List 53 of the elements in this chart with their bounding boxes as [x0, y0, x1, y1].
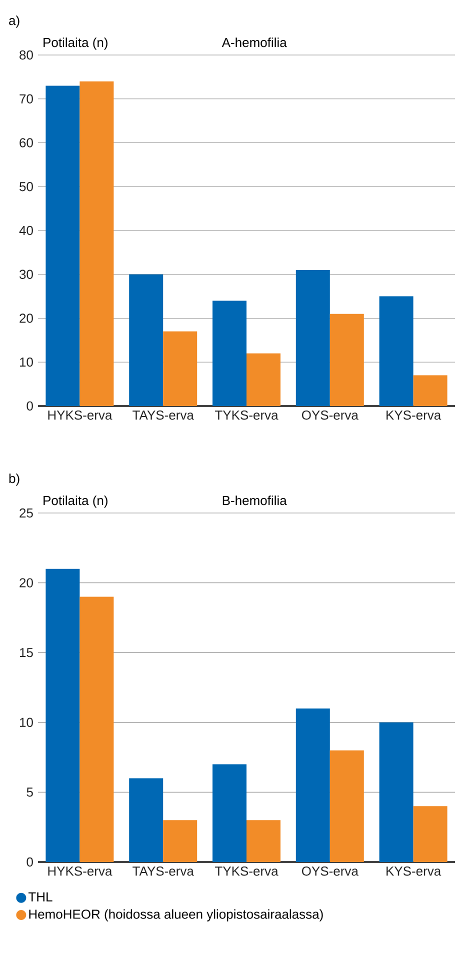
x-tick-label: TAYS-erva — [132, 866, 194, 876]
y-tick-label: 0 — [26, 401, 33, 411]
y-tick-label: 80 — [20, 50, 33, 60]
bar — [80, 596, 114, 862]
bar — [129, 778, 164, 862]
y-tick-label: 5 — [26, 788, 33, 797]
bar — [413, 806, 448, 862]
y-tick-label: 10 — [20, 358, 33, 367]
x-tick-label: OYS-erva — [302, 410, 358, 420]
y-tick-label: 60 — [20, 138, 33, 148]
y-tick-label: 30 — [20, 270, 33, 279]
bar — [379, 722, 414, 862]
text: b) — [9, 474, 20, 486]
x-tick-label: KYS-erva — [386, 866, 442, 876]
bar — [330, 750, 364, 862]
y-tick-label: 50 — [20, 182, 33, 192]
x-tick-label: KYS-erva — [386, 410, 442, 420]
bar — [46, 568, 80, 862]
y-axis-title: Potilaita (n) — [44, 496, 108, 508]
bar — [212, 764, 246, 862]
y-tick-label: 40 — [19, 226, 33, 236]
bar — [296, 270, 330, 406]
legend-label: HemoHEOR (hoidossa alueen yliopistosairaalassa) — [29, 909, 323, 922]
legend-label: THL — [28, 892, 52, 902]
bar — [129, 274, 164, 406]
y-tick-label: 10 — [20, 718, 33, 727]
x-tick-label: HYKS-erva — [48, 410, 112, 420]
chart-title: B-hemofilia — [222, 496, 287, 506]
bar — [246, 353, 280, 406]
bar — [246, 820, 280, 862]
x-tick-label: TYKS-erva — [215, 410, 278, 420]
x-tick-label: TYKS-erva — [215, 866, 278, 876]
bar — [330, 314, 364, 406]
bar — [46, 86, 80, 406]
bar — [163, 331, 198, 406]
bar — [80, 81, 114, 406]
y-axis-title: Potilaita (n) — [44, 38, 108, 50]
bar — [163, 820, 198, 862]
y-tick-label: 70 — [20, 94, 33, 104]
x-tick-label: TAYS-erva — [132, 410, 194, 420]
x-tick-label: HYKS-erva — [48, 866, 112, 876]
y-tick-label: 20 — [20, 314, 33, 323]
y-tick-label: 0 — [26, 857, 33, 867]
x-tick-label: OYS-erva — [302, 866, 358, 876]
bar — [413, 375, 448, 406]
bar — [379, 296, 414, 406]
y-tick-label: 15 — [20, 648, 33, 658]
bar — [212, 300, 246, 406]
bar — [296, 708, 330, 862]
text: a) — [9, 16, 20, 28]
y-tick-label: 20 — [20, 578, 33, 588]
chart-title: A-hemofilia — [222, 38, 287, 48]
y-tick-label: 25 — [20, 508, 33, 518]
